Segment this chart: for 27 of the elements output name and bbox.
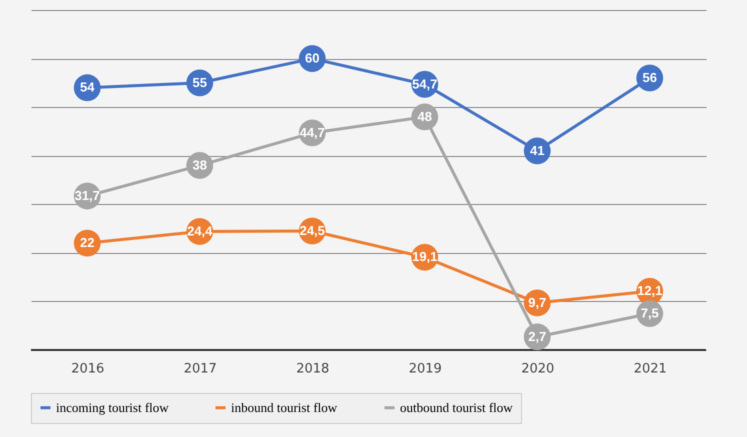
legend-label: inbound tourist flow (231, 400, 338, 415)
data-label: 44,7 (300, 124, 325, 140)
data-label: 2,7 (528, 328, 546, 344)
data-label: 24,5 (300, 223, 325, 238)
data-label: 55 (192, 74, 207, 90)
data-label: 24,4 (187, 223, 214, 238)
data-label: 54,7 (412, 76, 438, 92)
x-tick-label: 2018 (296, 362, 330, 376)
data-label: 41 (530, 142, 544, 158)
data-label: 22 (80, 235, 94, 250)
x-tick-label: 2019 (408, 362, 442, 376)
data-label: 19,1 (412, 249, 438, 264)
x-tick-label: 2021 (634, 362, 667, 376)
data-label: 7,5 (640, 306, 659, 321)
data-label: 31,7 (74, 188, 100, 204)
x-tick-label: 2016 (71, 362, 104, 376)
data-label: 60 (305, 50, 320, 66)
data-label: 56 (642, 70, 657, 85)
data-label: 48 (418, 108, 432, 124)
data-label: 12,1 (637, 283, 662, 298)
data-label: 54 (80, 80, 96, 95)
x-tick-label: 2017 (184, 362, 217, 376)
legend-label: outbound tourist flow (400, 400, 514, 415)
legend-label: incoming tourist flow (56, 400, 170, 415)
data-label: 9,7 (528, 294, 546, 310)
data-label: 38 (192, 157, 207, 172)
x-tick-label: 2020 (521, 362, 554, 376)
